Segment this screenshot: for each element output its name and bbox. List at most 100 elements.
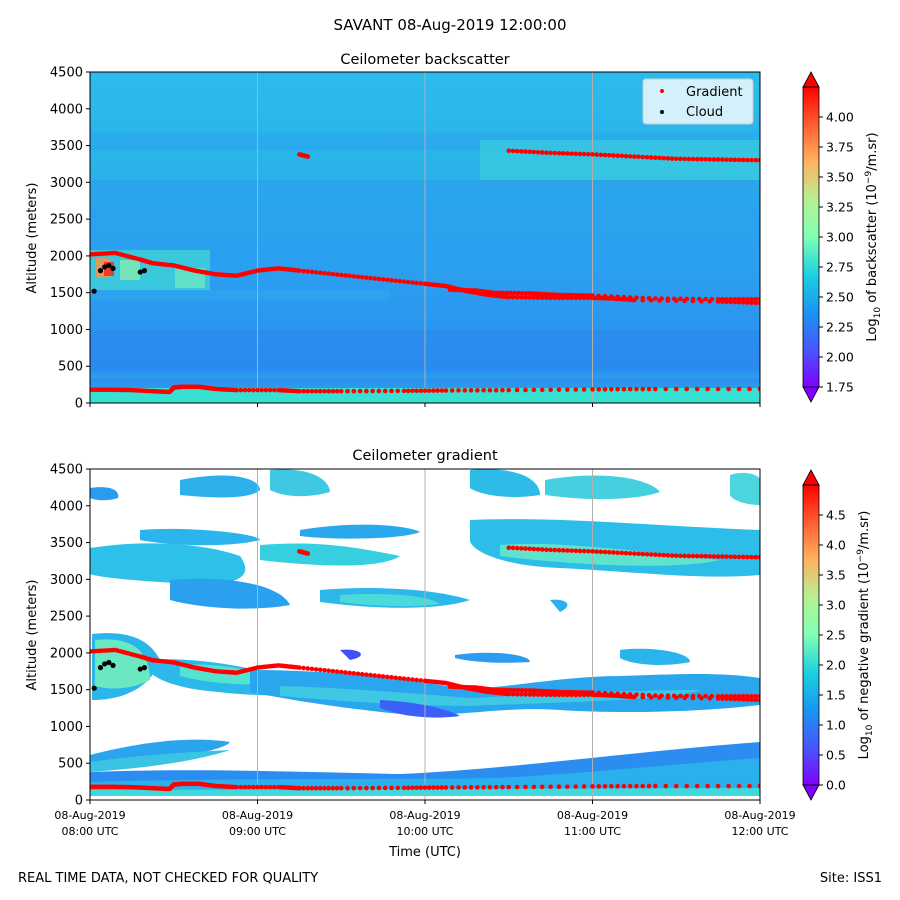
gradient-point bbox=[598, 152, 604, 158]
x-tick-label: 08:00 UTC bbox=[61, 825, 118, 838]
gradient-point bbox=[576, 293, 582, 298]
gradient-point bbox=[648, 552, 654, 557]
gradient-point bbox=[539, 150, 545, 155]
gradient-point bbox=[368, 672, 373, 678]
gradient-point bbox=[753, 296, 759, 302]
gradient-point bbox=[694, 156, 700, 162]
gradient-point bbox=[462, 388, 468, 393]
gradient-point bbox=[586, 293, 592, 298]
gradient-point bbox=[527, 692, 532, 697]
gradient-point bbox=[510, 691, 516, 697]
gradient-point bbox=[523, 387, 528, 393]
gradient-point bbox=[684, 693, 690, 699]
gradient-point bbox=[611, 550, 616, 555]
gradient-point bbox=[334, 669, 340, 674]
gradient-point bbox=[405, 676, 411, 682]
gradient-point bbox=[696, 693, 702, 699]
y-tick-label: 2000 bbox=[50, 249, 83, 264]
y-tick-label: 3000 bbox=[50, 176, 83, 191]
y-tick-label: 1000 bbox=[50, 720, 83, 735]
gradient-point bbox=[510, 545, 516, 551]
gradient-point bbox=[493, 784, 499, 790]
gradient-point bbox=[740, 296, 746, 302]
gradient-point bbox=[539, 784, 545, 790]
backscatter-gradient-series bbox=[90, 148, 760, 395]
gradient-point bbox=[732, 296, 738, 302]
gradient-point bbox=[673, 553, 679, 559]
gradient-point bbox=[334, 388, 340, 394]
gradient-point bbox=[586, 548, 591, 554]
gradient-point bbox=[596, 293, 602, 299]
y-tick-label: 500 bbox=[58, 360, 83, 375]
gradient-point bbox=[565, 784, 570, 789]
gradient-point bbox=[405, 388, 411, 394]
x-tick-label: 11:00 UTC bbox=[564, 825, 621, 838]
gradient-point bbox=[749, 296, 754, 302]
gradient-point bbox=[510, 294, 516, 300]
gradient-point bbox=[493, 290, 499, 296]
legend-cloud-label: Cloud bbox=[686, 105, 723, 120]
gradient-point bbox=[715, 693, 721, 699]
gradient-point bbox=[246, 784, 252, 790]
gradient-point bbox=[330, 668, 336, 674]
gradient-point bbox=[309, 269, 315, 275]
gradient-point bbox=[615, 783, 620, 789]
gradient-point bbox=[627, 154, 633, 159]
gradient-point bbox=[516, 290, 521, 296]
gradient-point bbox=[309, 666, 315, 672]
gradient-point bbox=[615, 294, 620, 300]
gradient-point bbox=[548, 784, 553, 790]
gradient-point bbox=[405, 785, 411, 791]
gradient-point bbox=[577, 548, 583, 554]
gradient-point bbox=[364, 275, 369, 280]
gradient-point bbox=[569, 548, 574, 553]
gradient-point bbox=[699, 156, 704, 162]
gradient-point bbox=[581, 784, 587, 789]
colorbar-tick-label: 2.75 bbox=[826, 260, 854, 275]
gradient-gridlines bbox=[257, 469, 593, 800]
gradient-point bbox=[745, 296, 750, 302]
gradient-point bbox=[338, 785, 344, 791]
gradient-point bbox=[703, 157, 708, 162]
gradient-point bbox=[749, 157, 754, 163]
gradient-point bbox=[297, 388, 302, 394]
gradient-point bbox=[602, 387, 608, 392]
gradient-point bbox=[414, 280, 419, 286]
gradient-point bbox=[740, 554, 746, 560]
gradient-point bbox=[711, 157, 717, 162]
gradient-point bbox=[535, 692, 541, 697]
y-tick-label: 3500 bbox=[50, 536, 83, 551]
gradient-colorbar-label: Log10 of negative gradient (10−9/m.sr) bbox=[856, 511, 875, 760]
footer-disclaimer: REAL TIME DATA, NOT CHECKED FOR QUALITY bbox=[18, 871, 318, 886]
gradient-point bbox=[703, 296, 708, 302]
gradient-point bbox=[318, 270, 323, 276]
gradient-point bbox=[747, 783, 752, 789]
gradient-point bbox=[531, 149, 537, 155]
gradient-point bbox=[696, 296, 702, 302]
gradient-point bbox=[602, 549, 608, 555]
gradient-point bbox=[694, 553, 700, 559]
gradient-point bbox=[322, 270, 327, 276]
gradient-point bbox=[512, 290, 517, 296]
gradient-point bbox=[678, 296, 683, 302]
gradient-point bbox=[435, 785, 440, 790]
gradient-point bbox=[401, 785, 407, 791]
gradient-point bbox=[523, 692, 528, 697]
y-tick-label: 3500 bbox=[50, 139, 83, 154]
gradient-point bbox=[694, 386, 700, 392]
gradient-point bbox=[609, 691, 614, 696]
gradient-point bbox=[724, 296, 729, 302]
gradient-point bbox=[313, 785, 319, 791]
colorbar-tick-label: 1.0 bbox=[826, 718, 846, 733]
gradient-point bbox=[489, 687, 495, 692]
gradient-point bbox=[443, 388, 449, 393]
gradient-point bbox=[653, 155, 658, 160]
gradient-point bbox=[634, 692, 639, 697]
gradient-panel: Ceilometer gradient bbox=[25, 448, 875, 860]
gradient-point bbox=[690, 296, 696, 302]
gradient-point bbox=[497, 290, 502, 296]
gradient-point bbox=[715, 296, 721, 302]
gradient-point bbox=[372, 276, 378, 281]
gradient-point bbox=[389, 675, 394, 680]
gradient-point bbox=[686, 156, 692, 162]
